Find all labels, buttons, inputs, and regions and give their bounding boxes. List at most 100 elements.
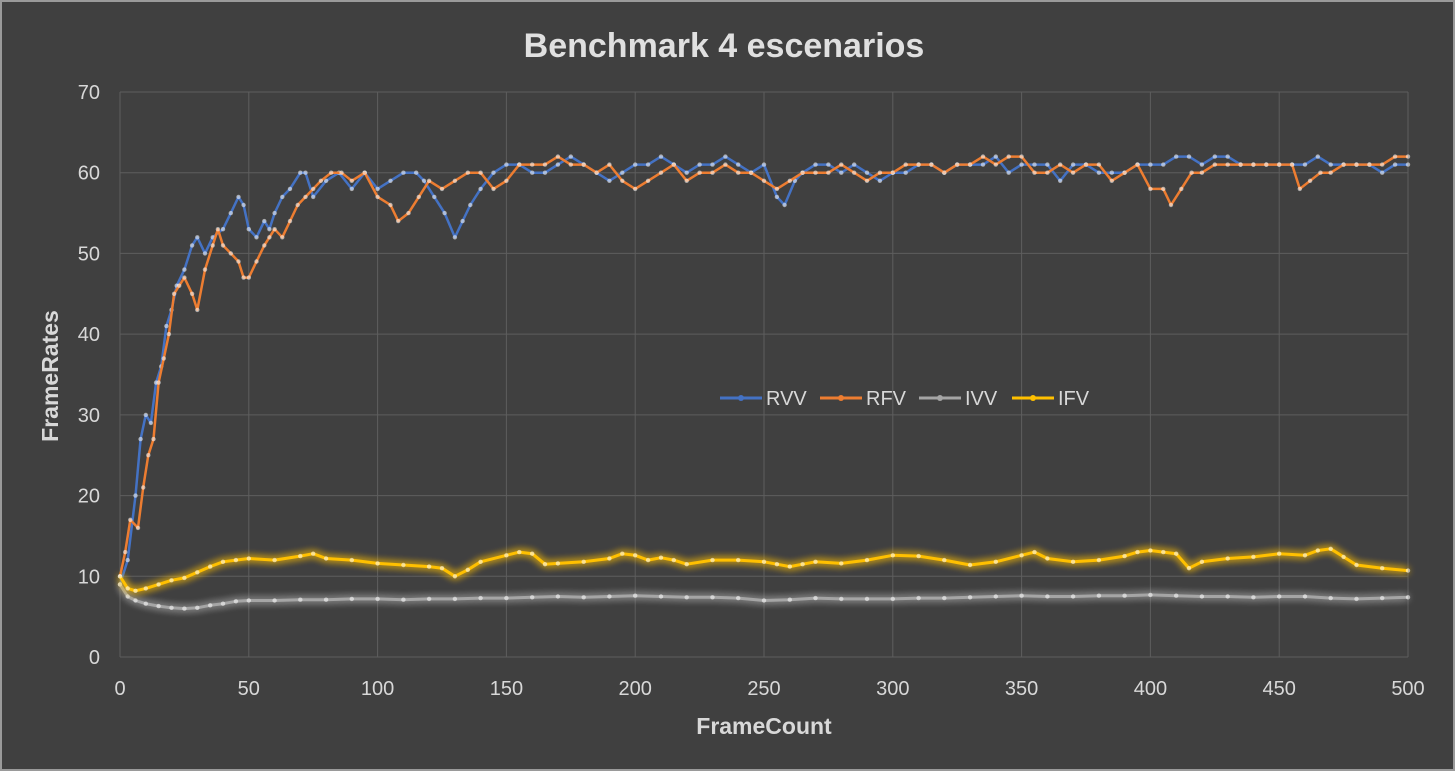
data-point xyxy=(942,170,947,175)
data-point xyxy=(607,178,612,183)
data-point xyxy=(1380,170,1385,175)
data-point xyxy=(1238,162,1243,167)
legend-label: RFV xyxy=(866,388,907,410)
data-point xyxy=(1096,593,1102,598)
data-point xyxy=(839,596,844,602)
data-point xyxy=(761,559,767,564)
data-point xyxy=(195,605,200,610)
data-point xyxy=(414,170,419,175)
legend-marker xyxy=(838,395,844,401)
data-point xyxy=(645,557,651,563)
data-point xyxy=(1328,546,1333,551)
data-point xyxy=(254,235,259,240)
data-point xyxy=(903,170,908,175)
data-point xyxy=(125,557,130,563)
data-point xyxy=(800,170,805,175)
data-point xyxy=(241,202,246,208)
data-point xyxy=(298,553,303,559)
data-point xyxy=(980,154,986,159)
data-point xyxy=(736,557,741,563)
data-point xyxy=(1148,592,1153,598)
data-point xyxy=(800,562,805,567)
data-point xyxy=(465,170,470,175)
data-point xyxy=(241,275,246,280)
data-point xyxy=(323,556,329,561)
data-point xyxy=(697,170,702,175)
data-point xyxy=(1367,162,1372,167)
data-point xyxy=(208,603,213,608)
data-point xyxy=(555,594,561,599)
data-point xyxy=(323,178,329,183)
data-point xyxy=(555,154,561,159)
data-point xyxy=(504,178,509,183)
data-point xyxy=(1070,559,1076,564)
data-point xyxy=(396,218,401,224)
data-point xyxy=(1096,170,1102,175)
data-point xyxy=(1109,170,1115,175)
data-point xyxy=(942,595,947,601)
legend-marker xyxy=(738,395,744,401)
legend-item-rfv: RFV xyxy=(820,388,907,410)
data-point xyxy=(530,595,535,600)
data-point xyxy=(555,561,561,566)
data-point xyxy=(1315,548,1321,553)
data-point xyxy=(1189,170,1194,175)
data-point xyxy=(620,170,625,175)
data-point xyxy=(658,154,664,159)
data-point xyxy=(156,582,161,587)
data-point xyxy=(401,170,406,175)
data-point xyxy=(146,453,151,458)
data-point xyxy=(1405,162,1411,167)
data-point xyxy=(195,235,200,240)
data-point xyxy=(517,549,522,555)
data-point xyxy=(1122,170,1127,175)
data-point xyxy=(177,283,182,288)
data-point xyxy=(311,186,316,192)
x-tick-label: 50 xyxy=(238,678,260,700)
data-point xyxy=(182,575,187,581)
data-point xyxy=(1341,554,1346,560)
legend: RVV RFV IVV IFV xyxy=(720,388,1090,410)
data-point xyxy=(710,162,715,167)
data-point xyxy=(942,557,947,563)
data-point xyxy=(594,170,599,175)
data-point xyxy=(143,586,148,591)
data-point xyxy=(1148,548,1153,553)
data-point xyxy=(697,162,702,167)
data-point xyxy=(125,594,130,599)
data-point xyxy=(787,597,792,602)
data-point xyxy=(1174,154,1179,159)
data-point xyxy=(710,557,715,563)
data-point xyxy=(246,227,251,232)
data-point xyxy=(439,566,445,571)
data-point xyxy=(839,561,844,566)
data-point xyxy=(671,162,676,167)
data-point xyxy=(311,551,316,556)
data-point xyxy=(388,178,393,183)
data-point xyxy=(267,227,272,232)
legend-item-ivv: IVV xyxy=(919,388,998,410)
data-point xyxy=(684,562,689,567)
data-point xyxy=(1328,162,1333,167)
data-point xyxy=(1096,162,1102,167)
x-tick-label: 500 xyxy=(1391,678,1424,700)
data-point xyxy=(864,178,870,183)
data-point xyxy=(568,162,573,167)
data-point xyxy=(375,596,380,602)
data-point xyxy=(220,559,226,564)
data-point xyxy=(1006,154,1011,159)
data-point xyxy=(195,570,200,575)
data-point xyxy=(1148,162,1153,167)
data-point xyxy=(620,551,625,556)
data-point xyxy=(210,243,215,248)
data-point xyxy=(1168,202,1174,208)
data-point xyxy=(658,555,664,560)
data-point xyxy=(980,162,986,167)
data-point xyxy=(117,574,123,579)
series-ifv xyxy=(117,546,1411,593)
data-point xyxy=(432,194,437,200)
data-point xyxy=(478,170,483,175)
x-axis-label: FrameCount xyxy=(696,713,832,739)
data-point xyxy=(220,601,226,606)
data-point xyxy=(1225,556,1230,561)
